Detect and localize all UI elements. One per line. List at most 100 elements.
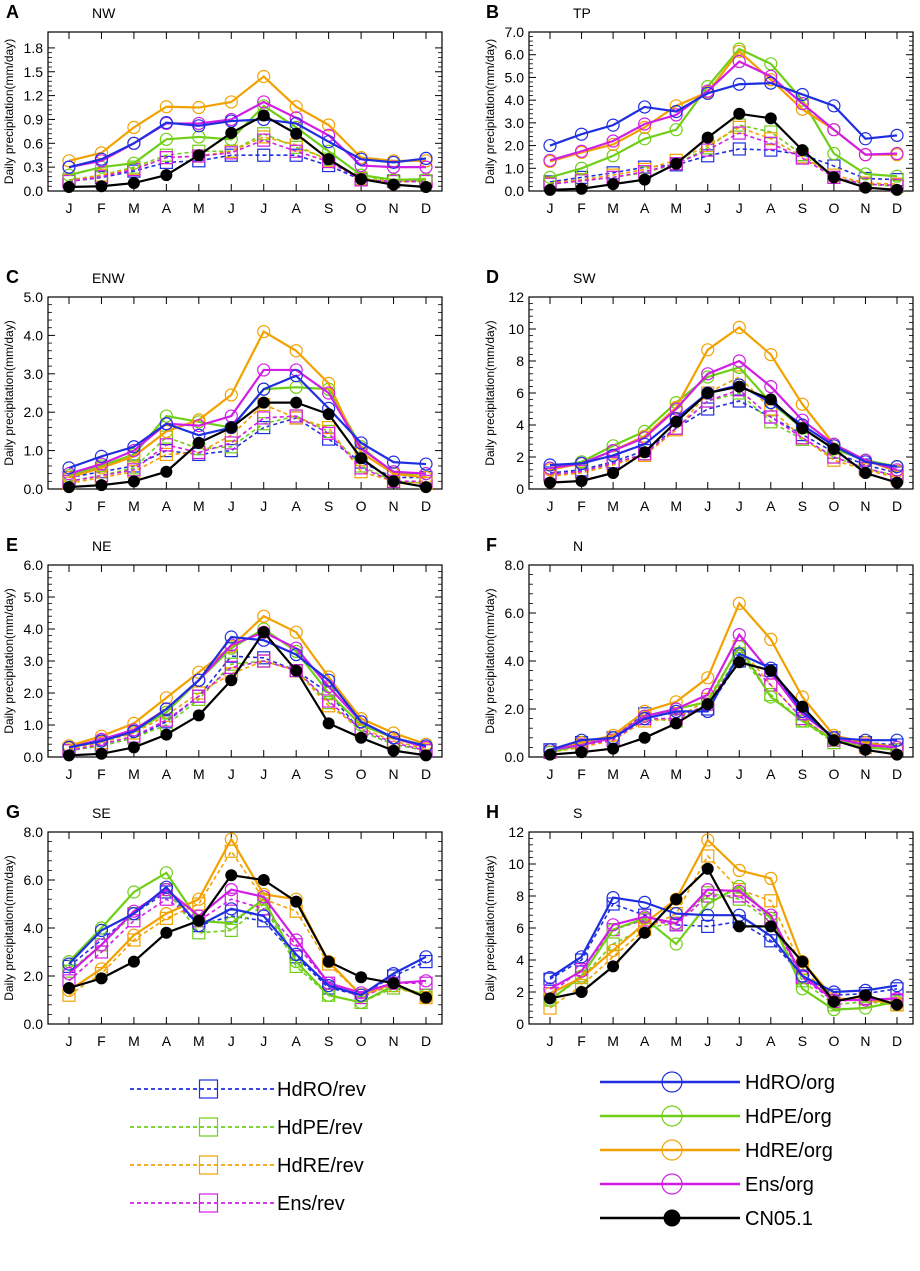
- legend-item-hdpe-org: HdPE/org: [600, 1105, 832, 1128]
- data-point-marker: [159, 713, 173, 727]
- data-point-marker: [670, 717, 683, 730]
- legend-item-ens-org: Ens/org: [600, 1173, 814, 1196]
- data-point-marker: [764, 871, 778, 886]
- data-point-marker: [257, 69, 271, 84]
- data-point-marker: [890, 146, 904, 161]
- series-hdro-org: [62, 630, 433, 755]
- data-point-marker: [543, 461, 557, 475]
- series-line: [68, 660, 427, 750]
- data-point-marker: [192, 100, 206, 115]
- data-point-marker: [544, 748, 556, 761]
- data-point-marker: [94, 923, 109, 938]
- legend-label: HdRE/rev: [277, 1155, 364, 1177]
- data-point-marker: [732, 627, 746, 642]
- data-point-marker: [257, 411, 271, 425]
- data-point-marker: [159, 702, 173, 716]
- data-point-marker: [289, 647, 303, 662]
- region-title: NE: [92, 538, 111, 554]
- data-point-marker: [732, 394, 746, 408]
- data-point-marker: [638, 100, 652, 114]
- data-point-marker: [257, 890, 271, 904]
- data-point-marker: [701, 833, 715, 847]
- x-tick-label: A: [640, 1033, 650, 1049]
- data-point-marker: [355, 971, 368, 984]
- legend-marker: [198, 1079, 219, 1099]
- data-point-marker: [225, 126, 238, 139]
- x-tick-label: J: [704, 1033, 711, 1049]
- data-point-marker: [354, 995, 368, 1010]
- data-point-marker: [638, 132, 652, 146]
- data-point-marker: [62, 461, 76, 475]
- data-point-marker: [322, 978, 336, 993]
- y-tick-label: 3.0: [24, 366, 44, 382]
- x-tick-label: A: [162, 1033, 172, 1049]
- data-point-marker: [764, 393, 777, 406]
- y-axis-label: Daily precipitation(mm/day): [483, 588, 497, 733]
- data-point-marker: [669, 123, 683, 137]
- data-point-marker: [354, 436, 368, 450]
- x-tick-label: N: [860, 766, 870, 782]
- x-tick-label: J: [260, 766, 267, 782]
- legend-label: Ens/rev: [277, 1193, 345, 1215]
- x-tick-label: M: [670, 498, 682, 514]
- legend-marker: [661, 1105, 683, 1127]
- series-line: [68, 890, 427, 997]
- series-line: [549, 895, 898, 1003]
- x-tick-label: J: [736, 200, 743, 216]
- data-point-marker: [733, 656, 746, 669]
- x-tick-label: D: [892, 498, 902, 514]
- data-point-marker: [257, 95, 271, 109]
- x-tick-label: J: [66, 1033, 73, 1049]
- data-point-marker: [795, 96, 809, 111]
- x-tick-label: A: [640, 498, 650, 514]
- data-point-marker: [890, 463, 904, 477]
- data-point-marker: [224, 923, 238, 938]
- data-point-marker: [574, 144, 589, 158]
- data-point-marker: [732, 320, 746, 334]
- data-point-marker: [638, 446, 651, 459]
- data-point-marker: [606, 149, 620, 163]
- data-point-marker: [419, 467, 433, 481]
- x-tick-label: M: [670, 200, 682, 216]
- data-point-marker: [355, 731, 368, 744]
- data-point-marker: [159, 438, 173, 452]
- data-point-marker: [257, 109, 270, 122]
- data-point-marker: [638, 117, 652, 131]
- data-point-marker: [574, 964, 589, 978]
- data-point-marker: [224, 95, 238, 109]
- x-tick-label: J: [736, 1033, 743, 1049]
- data-point-marker: [890, 982, 904, 996]
- data-point-marker: [257, 148, 271, 162]
- data-point-marker: [94, 457, 109, 471]
- x-tick-label: J: [260, 1033, 267, 1049]
- x-tick-label: A: [292, 200, 302, 216]
- data-point-marker: [289, 369, 303, 383]
- series-line: [549, 376, 898, 479]
- data-point-marker: [764, 380, 778, 394]
- series-hdre-org: [543, 44, 904, 169]
- data-point-marker: [419, 954, 433, 969]
- series-hdpe-rev: [543, 386, 904, 483]
- legend-label: HdPE/org: [745, 1106, 832, 1128]
- data-point-marker: [224, 388, 238, 402]
- data-point-marker: [289, 933, 303, 947]
- y-tick-label: 3.0: [505, 115, 525, 131]
- data-point-marker: [638, 910, 652, 924]
- x-tick-label: S: [324, 200, 333, 216]
- series-hdro-org: [543, 890, 904, 999]
- series-hdpe-org: [62, 380, 433, 483]
- x-tick-label: D: [892, 766, 902, 782]
- series-ens-org: [543, 882, 904, 1007]
- data-point-marker: [796, 144, 809, 157]
- series-cn05: [63, 109, 432, 194]
- y-tick-label: 0.3: [24, 159, 44, 175]
- data-point-marker: [607, 178, 620, 191]
- data-point-marker: [62, 160, 76, 174]
- series-line: [68, 415, 427, 485]
- data-point-marker: [701, 343, 715, 357]
- data-point-marker: [796, 955, 809, 968]
- y-tick-label: 0: [516, 1016, 524, 1032]
- data-point-marker: [386, 160, 401, 174]
- y-tick-label: 5.0: [505, 69, 525, 85]
- data-point-marker: [257, 909, 271, 923]
